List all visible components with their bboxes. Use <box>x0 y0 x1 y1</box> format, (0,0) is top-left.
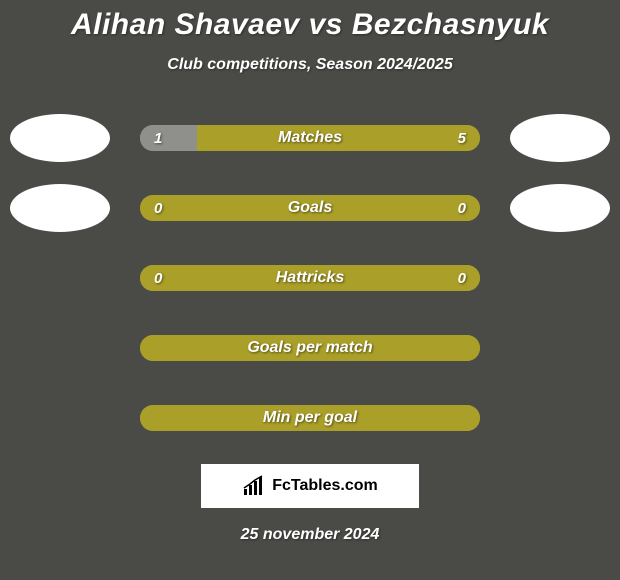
stat-row: Min per goal <box>0 394 620 442</box>
brand-inner: FcTables.com <box>242 475 378 497</box>
avatar-spacer <box>10 394 110 442</box>
stat-bar: 00Hattricks <box>140 265 480 291</box>
date-line: 25 november 2024 <box>0 526 620 544</box>
stat-bar: Goals per match <box>140 335 480 361</box>
avatar-spacer <box>510 324 610 372</box>
comparison-container: Alihan Shavaev vs Bezchasnyuk Club compe… <box>0 0 620 544</box>
player-left-avatar <box>10 184 110 232</box>
stat-bar: Min per goal <box>140 405 480 431</box>
brand-chart-icon <box>242 475 268 497</box>
subtitle: Club competitions, Season 2024/2025 <box>0 56 620 74</box>
avatar-spacer <box>10 324 110 372</box>
stat-label: Matches <box>140 125 480 151</box>
page-title: Alihan Shavaev vs Bezchasnyuk <box>0 8 620 42</box>
stat-label: Goals <box>140 195 480 221</box>
player-right-avatar <box>510 184 610 232</box>
stat-row: 00Goals <box>0 184 620 232</box>
avatar-spacer <box>510 254 610 302</box>
stat-label: Goals per match <box>140 335 480 361</box>
avatar-spacer <box>510 394 610 442</box>
stat-bar: 00Goals <box>140 195 480 221</box>
brand-badge[interactable]: FcTables.com <box>201 464 419 508</box>
player-left-avatar <box>10 114 110 162</box>
avatar-spacer <box>10 254 110 302</box>
stat-row: 15Matches <box>0 114 620 162</box>
stat-row: Goals per match <box>0 324 620 372</box>
stat-bar: 15Matches <box>140 125 480 151</box>
brand-text: FcTables.com <box>272 477 378 495</box>
player-right-avatar <box>510 114 610 162</box>
stat-label: Min per goal <box>140 405 480 431</box>
stat-row: 00Hattricks <box>0 254 620 302</box>
stat-label: Hattricks <box>140 265 480 291</box>
stat-rows: 15Matches 00Goals 00Hattricks Goals per mat… <box>0 114 620 442</box>
